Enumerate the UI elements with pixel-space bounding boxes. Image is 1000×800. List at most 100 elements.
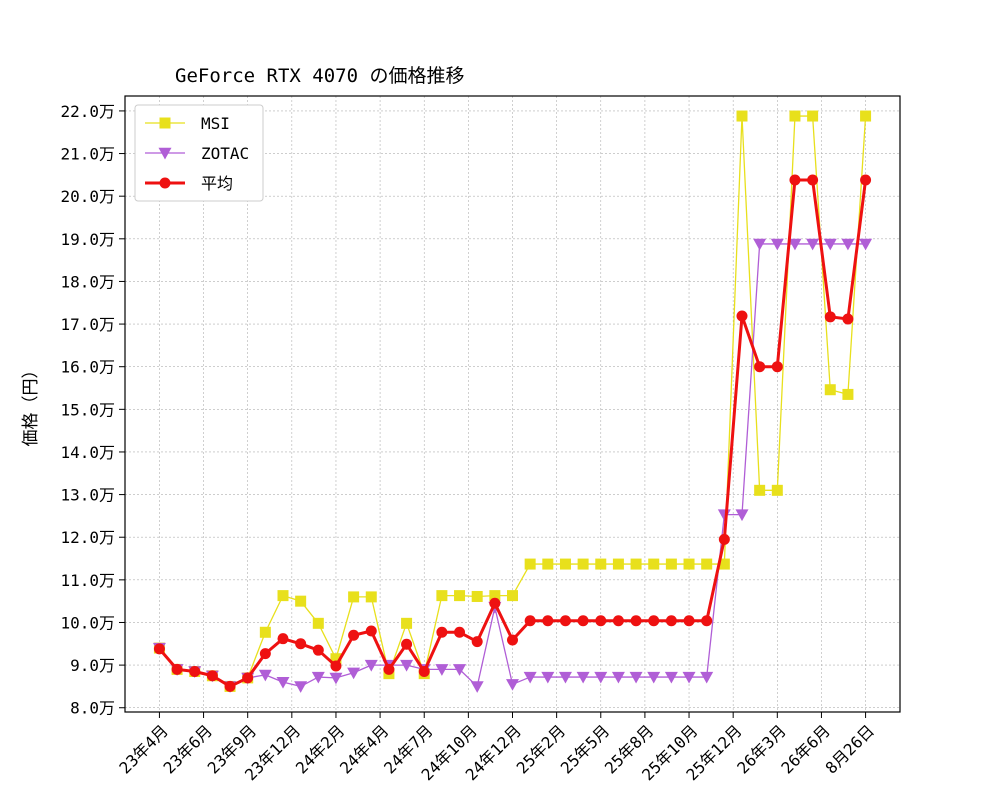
data-point xyxy=(648,615,660,627)
data-point xyxy=(648,558,660,570)
data-point xyxy=(629,671,643,684)
data-point xyxy=(365,591,377,603)
data-point xyxy=(753,238,767,251)
data-point xyxy=(311,671,325,684)
y-tick-label: 11.0万 xyxy=(60,571,115,590)
data-point xyxy=(559,558,571,570)
data-point xyxy=(436,590,448,602)
data-point xyxy=(665,615,677,627)
data-point xyxy=(770,238,784,251)
data-point xyxy=(347,667,361,680)
data-point xyxy=(523,671,537,684)
data-point xyxy=(788,238,802,251)
data-point xyxy=(612,615,624,627)
legend-box xyxy=(134,104,264,202)
data-point xyxy=(754,484,766,496)
data-point xyxy=(754,361,766,373)
data-point xyxy=(595,558,607,570)
data-point xyxy=(206,670,218,682)
y-tick-label: 12.0万 xyxy=(60,528,115,547)
data-point xyxy=(524,615,536,627)
data-point xyxy=(595,615,607,627)
data-point xyxy=(153,643,165,655)
data-point xyxy=(611,671,625,684)
data-point xyxy=(824,311,836,323)
data-point xyxy=(577,615,589,627)
data-point xyxy=(277,633,289,645)
data-point xyxy=(700,671,714,684)
data-point xyxy=(453,664,467,676)
y-tick-label: 17.0万 xyxy=(60,315,115,334)
data-point xyxy=(824,384,836,396)
data-point xyxy=(507,634,518,646)
data-point xyxy=(542,615,554,627)
data-point xyxy=(276,676,290,689)
legend-swatch-marker xyxy=(159,177,171,189)
data-point xyxy=(841,238,855,251)
data-point xyxy=(683,558,695,570)
data-point xyxy=(277,590,289,602)
data-point xyxy=(383,663,395,675)
data-point xyxy=(348,591,360,603)
data-point xyxy=(647,671,661,684)
data-point xyxy=(365,625,377,637)
data-point xyxy=(807,174,819,186)
legend-label: MSI xyxy=(201,114,230,133)
data-point xyxy=(683,615,695,627)
data-point xyxy=(524,558,536,570)
data-point xyxy=(401,617,413,629)
data-point xyxy=(576,671,590,684)
data-point xyxy=(842,313,854,325)
data-point xyxy=(506,679,519,691)
data-point xyxy=(330,653,342,665)
data-point xyxy=(612,558,624,570)
data-point xyxy=(312,644,324,656)
data-point xyxy=(789,174,801,186)
data-point xyxy=(171,663,183,675)
y-tick-label: 15.0万 xyxy=(60,400,115,419)
data-point xyxy=(189,666,201,678)
data-point xyxy=(541,671,555,684)
data-point xyxy=(294,681,308,693)
y-tick-label: 22.0万 xyxy=(60,102,115,121)
data-point xyxy=(860,110,872,122)
chart-title: GeForce RTX 4070 の価格推移 xyxy=(175,65,464,87)
data-point xyxy=(806,238,820,251)
data-point xyxy=(542,558,554,570)
data-point xyxy=(312,617,324,629)
data-point xyxy=(771,361,783,373)
data-point xyxy=(558,671,572,684)
data-point xyxy=(718,558,730,570)
data-point xyxy=(594,671,608,684)
legend-swatch-marker xyxy=(159,117,171,129)
y-tick-label: 16.0万 xyxy=(60,358,115,377)
data-point xyxy=(630,558,642,570)
data-point xyxy=(630,615,642,627)
data-point xyxy=(735,509,749,522)
data-point xyxy=(454,590,466,602)
data-point xyxy=(664,671,678,684)
data-point xyxy=(701,615,713,627)
data-point xyxy=(436,626,448,638)
y-tick-label: 14.0万 xyxy=(60,443,115,462)
data-point xyxy=(823,238,837,251)
data-point xyxy=(859,238,873,251)
data-point xyxy=(435,664,449,676)
y-axis-label: 価格（円） xyxy=(21,362,41,447)
data-point xyxy=(401,638,413,650)
data-point xyxy=(295,595,307,607)
data-point xyxy=(400,659,414,672)
data-point xyxy=(507,590,518,602)
y-tick-label: 10.0万 xyxy=(60,613,115,632)
data-point xyxy=(489,590,501,602)
data-point xyxy=(559,615,571,627)
y-tick-label: 13.0万 xyxy=(60,486,115,505)
data-point xyxy=(471,590,483,602)
data-point xyxy=(364,659,378,672)
data-point xyxy=(789,110,801,122)
data-point xyxy=(718,533,730,545)
data-point xyxy=(489,597,501,609)
data-point xyxy=(736,110,748,122)
